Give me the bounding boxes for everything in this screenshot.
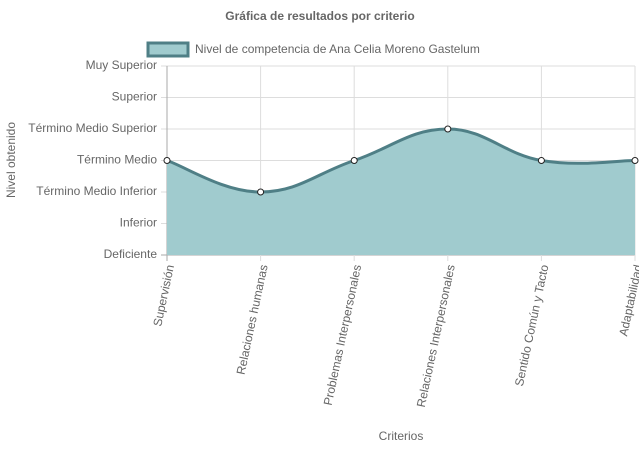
y-tick-label: Término Medio Superior <box>28 121 157 135</box>
point <box>537 157 545 164</box>
x-tick-label: Relaciones Interpersonales <box>414 263 458 408</box>
y-tick-label: Inferior <box>120 216 157 230</box>
x-tick-label: Supervisión <box>150 263 177 327</box>
point <box>350 157 358 164</box>
y-tick-label: Deficiente <box>104 247 158 261</box>
area <box>167 129 635 255</box>
legend-swatch <box>146 41 190 58</box>
y-tick-label: Término Medio <box>77 153 157 167</box>
line <box>166 127 636 194</box>
legend-label: Nivel de competencia de Ana Celia Moreno… <box>195 42 480 56</box>
x-tick-label: Sentido Común y Tacto <box>512 263 552 387</box>
x-axis-label: Criterios <box>379 429 424 443</box>
point <box>257 188 265 196</box>
y-tick-label: Muy Superior <box>86 58 157 72</box>
y-axis-label: Nivel obtenido <box>4 122 18 198</box>
point <box>631 157 639 164</box>
x-tick-label: Problemas Interpersonales <box>321 263 365 406</box>
x-tick-label: Relaciones humanas <box>234 263 271 376</box>
chart-title: Gráfica de resultados por criterio <box>225 9 414 23</box>
point <box>163 157 171 164</box>
y-tick-label: Superior <box>112 90 157 104</box>
point <box>444 125 452 133</box>
x-tick-label: Adaptabilidad <box>616 263 639 337</box>
y-tick-label: Término Medio Inferior <box>36 184 157 198</box>
